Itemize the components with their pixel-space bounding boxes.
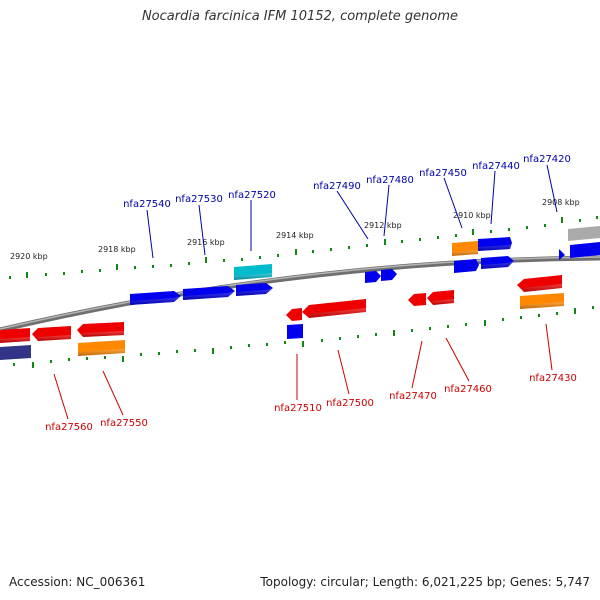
gene-nfa27430-upper[interactable] xyxy=(517,275,562,292)
gene-label-reverse: nfa27510 xyxy=(274,403,322,414)
gene-nfa27520[interactable] xyxy=(236,283,273,296)
gene-nfa27420[interactable] xyxy=(559,249,565,260)
gene-label-reverse: nfa27560 xyxy=(45,422,93,433)
gene-nfa27450-upper[interactable] xyxy=(452,241,478,256)
forward-leader-lines xyxy=(146,164,558,259)
genome-summary: Topology: circular; Length: 6,021,225 bp… xyxy=(260,575,590,589)
gene-label-reverse: nfa27460 xyxy=(444,384,492,395)
gene-label-forward: nfa27530 xyxy=(175,194,223,205)
accession-label: Accession: NC_006361 xyxy=(9,575,146,589)
gene-gray-edge[interactable] xyxy=(568,226,600,241)
gene-nfa27560[interactable] xyxy=(32,326,71,341)
scale-label: 2918 kbp xyxy=(98,245,136,254)
gene-nfa27540[interactable] xyxy=(130,291,181,305)
gene-label-forward: nfa27440 xyxy=(472,161,520,172)
scale-ticks-lower xyxy=(13,306,594,368)
map-title: Nocardia farcinica IFM 10152, complete g… xyxy=(141,9,459,24)
gene-label-forward: nfa27520 xyxy=(228,190,276,201)
gene-left-edge-red[interactable] xyxy=(0,328,30,343)
gene-blue-edge[interactable] xyxy=(570,242,600,258)
gene-nfa27450[interactable] xyxy=(454,259,479,273)
gene-label-reverse: nfa27430 xyxy=(529,373,577,384)
reverse-leader-lines xyxy=(53,323,553,420)
gene-nfa27470[interactable] xyxy=(408,293,426,306)
gene-nfa27430[interactable] xyxy=(520,293,564,309)
gene-label-forward: nfa27420 xyxy=(523,154,571,165)
gene-label-reverse: nfa27470 xyxy=(389,391,437,402)
gene-nfa27530[interactable] xyxy=(183,286,235,300)
scale-label: 2916 kbp xyxy=(187,238,225,247)
gene-nfa27510[interactable] xyxy=(286,308,302,321)
gene-nfa27550[interactable] xyxy=(77,322,124,337)
gene-label-reverse: nfa27550 xyxy=(100,418,148,429)
gene-nfa27440-upper[interactable] xyxy=(478,237,512,251)
gene-nfa27510-lower[interactable] xyxy=(287,324,303,339)
gene-nfa27550-lower[interactable] xyxy=(78,340,125,356)
gene-label-forward: nfa27490 xyxy=(313,181,361,192)
scale-label: 2920 kbp xyxy=(10,252,48,261)
scale-label: 2910 kbp xyxy=(453,211,491,220)
gene-label-forward: nfa27540 xyxy=(123,199,171,210)
gene-left-edge-navy[interactable] xyxy=(0,345,31,360)
reverse-gene-track xyxy=(0,275,564,360)
genome-backbone xyxy=(0,255,600,333)
gene-nfa27480[interactable] xyxy=(381,269,397,281)
scale-label: 2908 kbp xyxy=(542,198,580,207)
gene-nfa27440[interactable] xyxy=(481,256,514,269)
gene-label-reverse: nfa27500 xyxy=(326,398,374,409)
gene-nfa27500[interactable] xyxy=(302,299,366,318)
gene-label-forward: nfa27450 xyxy=(419,168,467,179)
scale-ticks-upper xyxy=(9,216,598,279)
scale-label: 2912 kbp xyxy=(364,221,402,230)
gene-nfa27490[interactable] xyxy=(365,271,381,283)
gene-nfa27460[interactable] xyxy=(427,290,454,305)
gene-label-forward: nfa27480 xyxy=(366,175,414,186)
gene-nfa27520-segment[interactable] xyxy=(234,264,272,280)
forward-gene-track xyxy=(130,226,600,305)
genome-backbone-highlight xyxy=(0,256,600,330)
scale-label: 2914 kbp xyxy=(276,231,314,240)
